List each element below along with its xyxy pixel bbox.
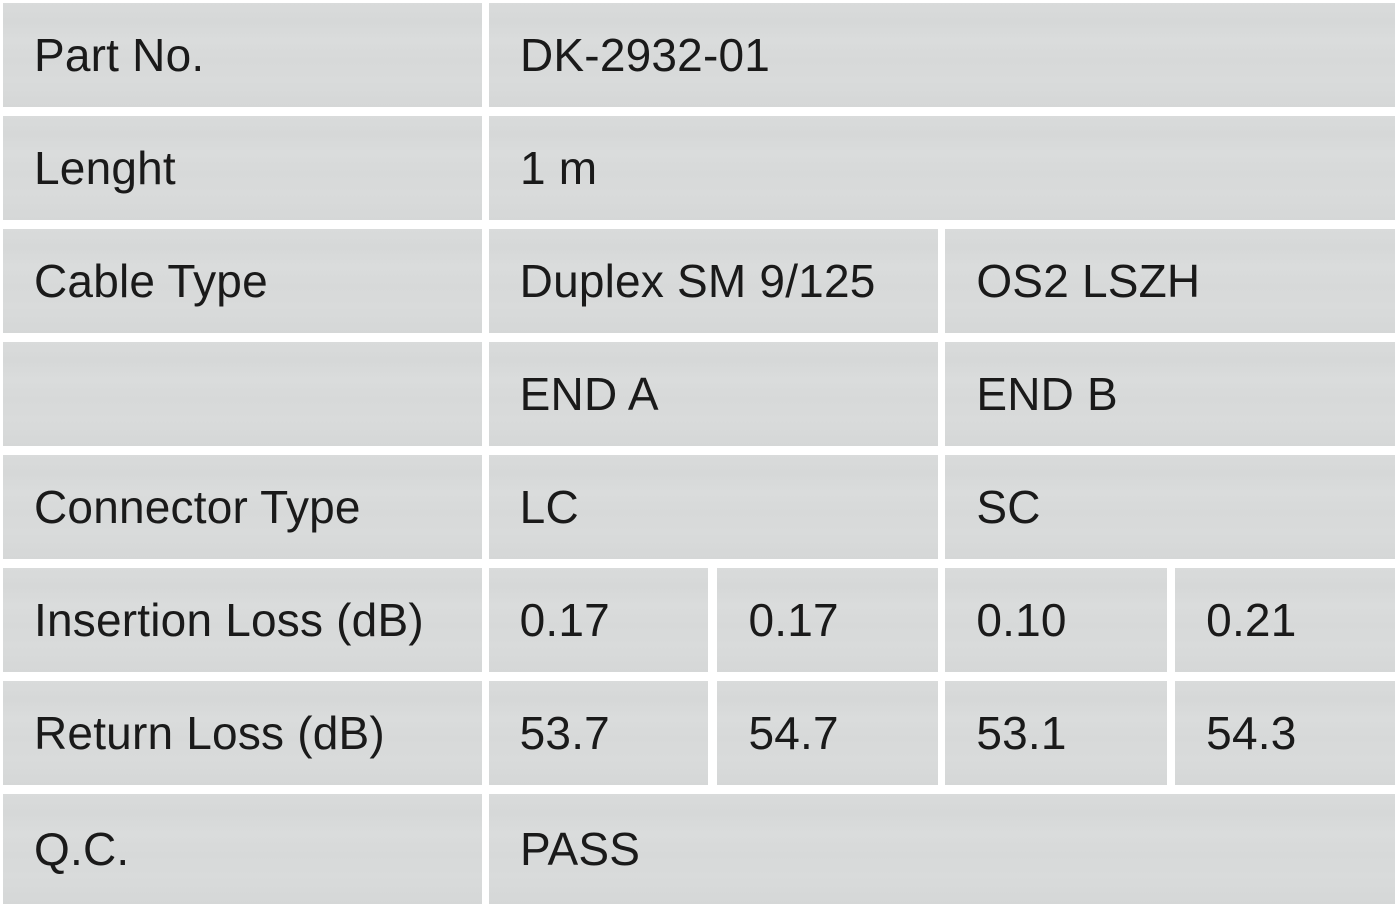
part-no-value: DK-2932-01 — [489, 3, 1395, 107]
row-return-loss: Return Loss (dB) 53.7 54.7 53.1 54.3 — [3, 681, 1395, 785]
cable-type-end-b: OS2 LSZH — [945, 229, 1395, 333]
cable-type-label: Cable Type — [3, 229, 482, 333]
connector-type-end-b: SC — [945, 455, 1395, 559]
length-value: 1 m — [489, 116, 1395, 220]
insertion-loss-end-a-fiber-1: 0.17 — [488, 568, 709, 672]
end-b-header: END B — [945, 342, 1395, 446]
connector-type-end-a: LC — [488, 455, 939, 559]
insertion-loss-end-a-fiber-2: 0.17 — [717, 568, 939, 672]
return-loss-end-b-fiber-1: 53.1 — [945, 681, 1168, 785]
row-insertion-loss: Insertion Loss (dB) 0.17 0.17 0.10 0.21 — [3, 568, 1395, 672]
connector-type-label: Connector Type — [3, 455, 482, 559]
return-loss-end-b-fiber-2: 54.3 — [1175, 681, 1395, 785]
end-headers-empty-cell — [3, 342, 482, 446]
return-loss-end-a-fiber-2: 54.7 — [717, 681, 939, 785]
qc-status-value: PASS — [489, 794, 1395, 904]
length-label: Lenght — [3, 116, 482, 220]
row-part-no: Part No. DK-2932-01 — [3, 3, 1395, 107]
row-cable-type: Cable Type Duplex SM 9/125 OS2 LSZH — [3, 229, 1395, 333]
qc-label: Q.C. — [3, 794, 482, 904]
row-length: Lenght 1 m — [3, 116, 1395, 220]
insertion-loss-label: Insertion Loss (dB) — [3, 568, 482, 672]
return-loss-label: Return Loss (dB) — [3, 681, 482, 785]
part-no-label: Part No. — [3, 3, 482, 107]
row-connector-type: Connector Type LC SC — [3, 455, 1395, 559]
row-qc: Q.C. PASS — [3, 794, 1395, 904]
return-loss-end-a-fiber-1: 53.7 — [488, 681, 709, 785]
end-a-header: END A — [488, 342, 939, 446]
cable-type-end-a: Duplex SM 9/125 — [488, 229, 939, 333]
insertion-loss-end-b-fiber-2: 0.21 — [1175, 568, 1395, 672]
row-end-headers: END A END B — [3, 342, 1395, 446]
insertion-loss-end-b-fiber-1: 0.10 — [945, 568, 1168, 672]
